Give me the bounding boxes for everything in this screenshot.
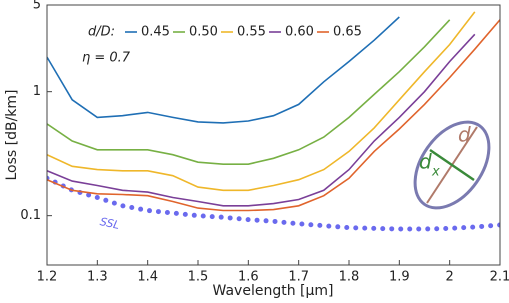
reference-label: SSL <box>99 215 121 232</box>
inset-label: d <box>458 123 471 147</box>
series-line <box>47 33 476 207</box>
legend-label: 0.65 <box>333 25 362 40</box>
x-tick-label: 1.8 <box>339 270 360 285</box>
series-line <box>47 19 451 165</box>
x-tick-label: 1.2 <box>37 270 58 285</box>
series-line <box>47 11 476 192</box>
reference-line <box>47 175 500 232</box>
legend-label: 0.45 <box>141 25 170 40</box>
x-tick-label: 1.7 <box>288 270 309 285</box>
legend-label: 0.55 <box>237 25 266 40</box>
y-tick-label: 1 <box>33 84 41 99</box>
x-tick-label: 1.5 <box>188 270 209 285</box>
legend-label: 0.60 <box>285 25 314 40</box>
legend-label: 0.50 <box>189 25 218 40</box>
inset: d d x <box>413 120 491 210</box>
inset-arrow <box>429 148 475 182</box>
x-tick-label: 1.6 <box>238 270 259 285</box>
y-tick-label: 5 <box>33 0 41 13</box>
plot-frame <box>46 4 501 266</box>
x-tick-label: 1.4 <box>137 270 158 285</box>
x-tick-label: 2 <box>446 270 454 285</box>
inset-label: x <box>431 165 440 180</box>
inset-ellipse <box>413 120 491 210</box>
y-axis-title: Loss [dB/km] <box>4 89 20 180</box>
x-tick-label: 1.9 <box>389 270 410 285</box>
legend-title: d/D: <box>88 25 115 40</box>
series-line <box>47 19 500 212</box>
series-line <box>47 16 400 124</box>
x-axis-title: Wavelength [μm] <box>213 283 334 299</box>
x-tick-label: 1.3 <box>87 270 108 285</box>
y-tick-label: 0.1 <box>20 208 41 223</box>
inset-label: d <box>419 150 432 174</box>
x-tick-label: 2.1 <box>490 270 509 285</box>
annotation: η = 0.7 <box>82 51 131 66</box>
